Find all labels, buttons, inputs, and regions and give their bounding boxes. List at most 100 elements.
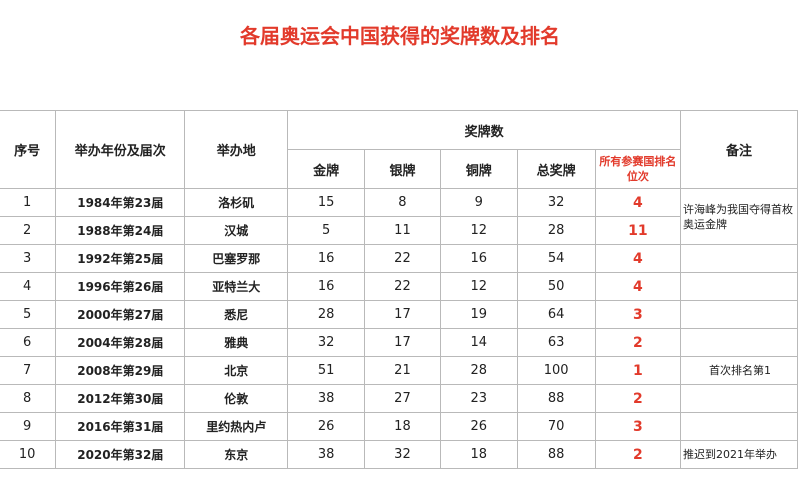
table-row: 3 1992年第25届 巴塞罗那 16 22 16 54 4 [0, 244, 798, 273]
table-row: 2 1988年第24届 汉城 5 11 12 28 11 [0, 216, 798, 245]
cell-note [680, 244, 798, 273]
cell-year: 1992年第25届 [55, 244, 186, 273]
cell-index: 10 [0, 440, 57, 469]
cell-gold: 16 [287, 244, 366, 273]
cell-city: 洛杉矶 [184, 188, 289, 217]
cell-silver: 21 [364, 356, 441, 385]
table-row: 5 2000年第27届 悉尼 28 17 19 64 3 [0, 300, 798, 329]
cell-year: 2016年第31届 [55, 412, 186, 441]
table-row: 6 2004年第28届 雅典 32 17 14 63 2 [0, 328, 798, 357]
cell-total: 100 [516, 356, 596, 385]
cell-gold: 5 [287, 216, 366, 245]
header-silver: 银牌 [364, 149, 441, 189]
cell-index: 5 [0, 300, 57, 329]
cell-city: 汉城 [184, 216, 289, 245]
cell-bronze: 14 [439, 328, 518, 357]
cell-year: 2008年第29届 [55, 356, 186, 385]
cell-note [680, 412, 798, 441]
header-note: 备注 [680, 110, 798, 189]
cell-total: 88 [516, 384, 596, 413]
cell-city: 亚特兰大 [184, 272, 289, 301]
cell-bronze: 19 [439, 300, 518, 329]
cell-total: 64 [516, 300, 596, 329]
cell-gold: 38 [287, 440, 366, 469]
table-row: 4 1996年第26届 亚特兰大 16 22 12 50 4 [0, 272, 798, 301]
cell-total: 88 [516, 440, 596, 469]
cell-rank: 2 [594, 328, 682, 357]
cell-index: 8 [0, 384, 57, 413]
cell-silver: 8 [364, 188, 441, 217]
cell-gold: 38 [287, 384, 366, 413]
cell-gold: 16 [287, 272, 366, 301]
page-title: 各届奥运会中国获得的奖牌数及排名 [240, 24, 560, 48]
cell-bronze: 23 [439, 384, 518, 413]
cell-index: 1 [0, 188, 57, 217]
cell-gold: 26 [287, 412, 366, 441]
table-row: 1 1984年第23届 洛杉矶 15 8 9 32 4 许海峰为我国夺得首枚奥运金牌 [0, 188, 798, 245]
cell-year: 1984年第23届 [55, 188, 186, 217]
cell-total: 63 [516, 328, 596, 357]
cell-index: 4 [0, 272, 57, 301]
cell-index: 3 [0, 244, 57, 273]
cell-total: 32 [516, 188, 596, 217]
cell-rank: 11 [594, 216, 682, 245]
cell-note [680, 272, 798, 301]
cell-note: 许海峰为我国夺得首枚奥运金牌 [680, 188, 798, 245]
header-gold: 金牌 [287, 149, 366, 189]
cell-year: 2000年第27届 [55, 300, 186, 329]
cell-index: 6 [0, 328, 57, 357]
header-bronze: 铜牌 [439, 149, 518, 189]
cell-gold: 32 [287, 328, 366, 357]
cell-silver: 22 [364, 272, 441, 301]
header-year: 举办年份及届次 [55, 110, 186, 189]
cell-city: 北京 [184, 356, 289, 385]
cell-city: 巴塞罗那 [184, 244, 289, 273]
cell-bronze: 18 [439, 440, 518, 469]
cell-note [680, 384, 798, 413]
cell-bronze: 16 [439, 244, 518, 273]
header-row-1: 序号 举办年份及届次 举办地 奖牌数 备注 [0, 110, 798, 189]
header-rank: 所有参赛国排名位次 [594, 149, 682, 189]
cell-index: 7 [0, 356, 57, 385]
cell-silver: 27 [364, 384, 441, 413]
cell-bronze: 12 [439, 272, 518, 301]
cell-silver: 17 [364, 328, 441, 357]
cell-silver: 22 [364, 244, 441, 273]
cell-rank: 4 [594, 244, 682, 273]
cell-bronze: 12 [439, 216, 518, 245]
cell-city: 悉尼 [184, 300, 289, 329]
cell-rank: 2 [594, 440, 682, 469]
cell-rank: 2 [594, 384, 682, 413]
header-row-2: 金牌 银牌 铜牌 总奖牌 所有参赛国排名位次 [0, 149, 798, 189]
cell-rank: 3 [594, 300, 682, 329]
cell-total: 50 [516, 272, 596, 301]
cell-total: 54 [516, 244, 596, 273]
header-medals: 奖牌数 [287, 110, 682, 150]
table-row: 7 2008年第29届 北京 51 21 28 100 1 首次排名第1 [0, 356, 798, 385]
cell-bronze: 9 [439, 188, 518, 217]
cell-gold: 51 [287, 356, 366, 385]
cell-note: 首次排名第1 [680, 356, 798, 385]
cell-total: 70 [516, 412, 596, 441]
cell-total: 28 [516, 216, 596, 245]
cell-year: 2004年第28届 [55, 328, 186, 357]
table-row: 8 2012年第30届 伦敦 38 27 23 88 2 [0, 384, 798, 413]
cell-year: 1996年第26届 [55, 272, 186, 301]
cell-city: 雅典 [184, 328, 289, 357]
cell-note [680, 328, 798, 357]
cell-bronze: 26 [439, 412, 518, 441]
cell-silver: 17 [364, 300, 441, 329]
cell-silver: 32 [364, 440, 441, 469]
cell-rank: 4 [594, 272, 682, 301]
cell-bronze: 28 [439, 356, 518, 385]
cell-index: 2 [0, 216, 57, 245]
cell-index: 9 [0, 412, 57, 441]
cell-year: 1988年第24届 [55, 216, 186, 245]
cell-year: 2020年第32届 [55, 440, 186, 469]
table-row: 9 2016年第31届 里约热内卢 26 18 26 70 3 [0, 412, 798, 441]
cell-rank: 3 [594, 412, 682, 441]
cell-rank: 4 [594, 188, 682, 217]
cell-rank: 1 [594, 356, 682, 385]
cell-year: 2012年第30届 [55, 384, 186, 413]
cell-city: 东京 [184, 440, 289, 469]
